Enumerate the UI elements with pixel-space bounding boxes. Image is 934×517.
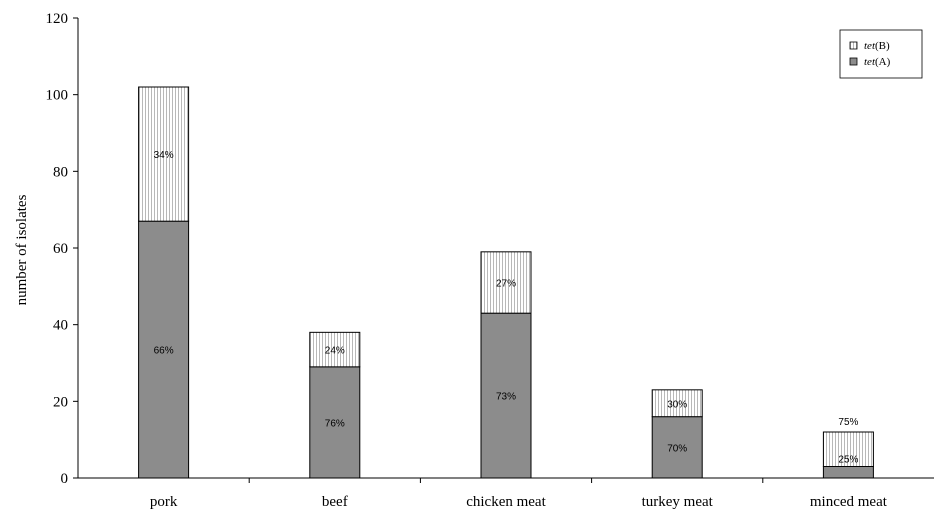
x-category-label: minced meat	[810, 494, 888, 510]
x-category-label: pork	[150, 494, 178, 510]
y-tick-label: 100	[46, 88, 69, 104]
y-tick-label: 60	[53, 241, 68, 257]
bar-value-label: 30%	[667, 399, 687, 410]
y-tick-label: 40	[53, 318, 68, 334]
y-tick-label: 80	[53, 164, 68, 180]
bar-value-label: 24%	[325, 346, 345, 357]
bar-value-label: 34%	[154, 150, 174, 161]
y-axis-title: number of isolates	[14, 194, 30, 305]
legend: tet(B) tet(A)	[840, 30, 922, 78]
y-tick-label: 120	[46, 11, 69, 27]
legend-label-tetB: tet(B)	[864, 40, 890, 52]
bar-value-label: 75%	[838, 417, 858, 428]
bar-segment	[823, 467, 873, 479]
bar-value-label: 25%	[838, 455, 858, 466]
legend-suffix-tetA: (A)	[875, 56, 891, 68]
legend-label-tetA: tet(A)	[864, 56, 891, 68]
y-tick-label: 20	[53, 394, 68, 410]
bar-value-label: 70%	[667, 443, 687, 454]
bar-value-label: 27%	[496, 279, 516, 290]
bar-value-label: 66%	[154, 346, 174, 357]
legend-swatch-tetB	[850, 42, 857, 49]
bar-value-label: 73%	[496, 392, 516, 403]
legend-swatch-tetA	[850, 58, 857, 65]
y-tick-label: 0	[61, 471, 69, 487]
x-category-label: beef	[322, 494, 348, 510]
legend-box	[840, 30, 922, 78]
x-category-label: chicken meat	[466, 494, 546, 510]
x-category-label: turkey meat	[642, 494, 714, 510]
legend-suffix-tetB: (B)	[875, 40, 890, 52]
bar-value-label: 76%	[325, 418, 345, 429]
